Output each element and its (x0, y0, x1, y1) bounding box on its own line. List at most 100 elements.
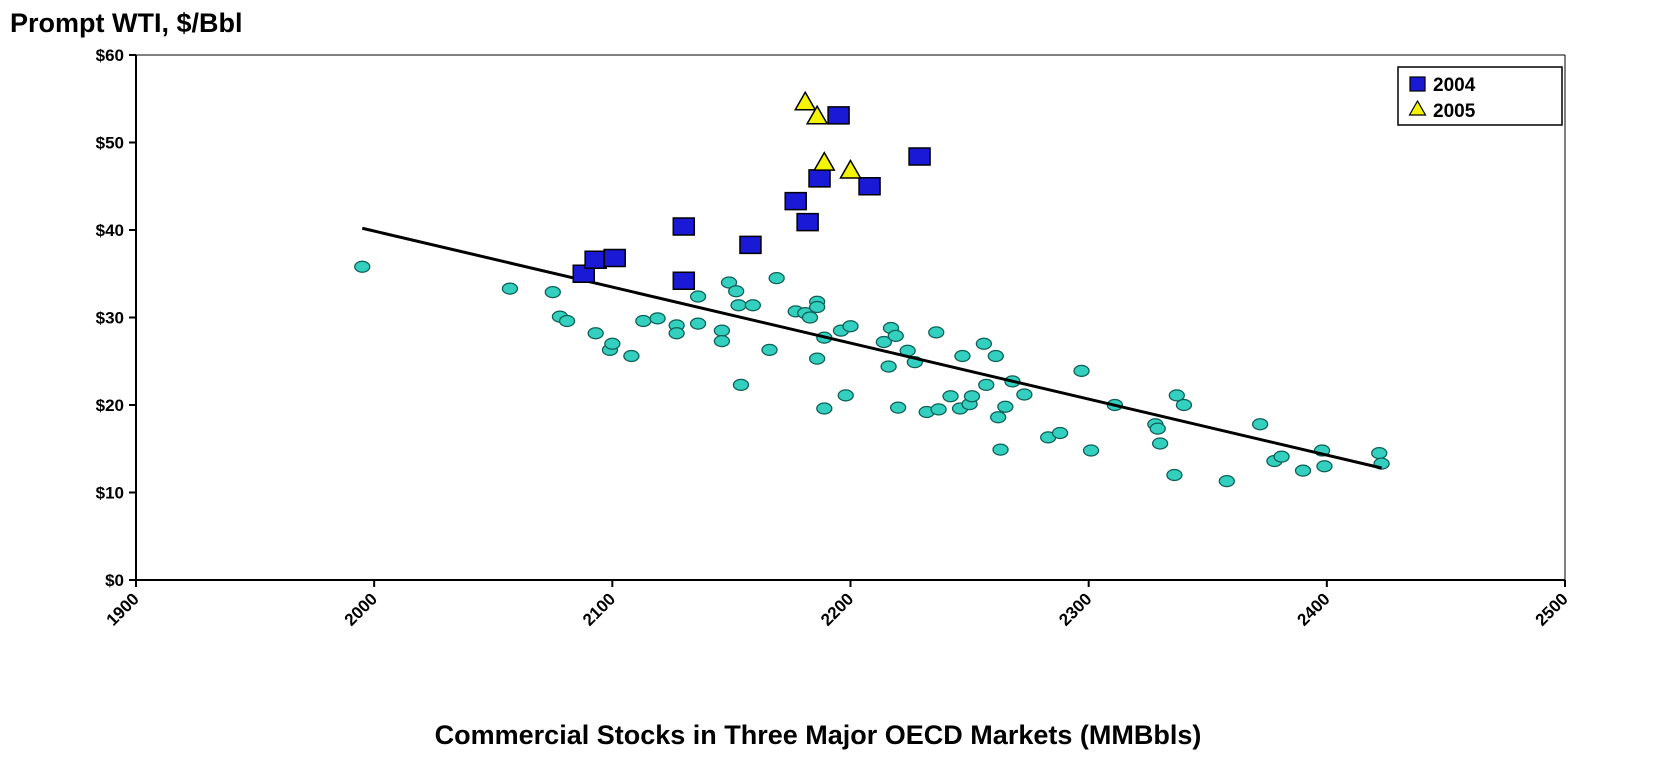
historical-point (689, 317, 707, 330)
historical-point (720, 276, 738, 289)
x-tick-label: 2300 (1055, 589, 1095, 629)
historical-point (975, 337, 993, 350)
historical-point (354, 260, 371, 273)
y-axis-title: Prompt WTI, $/Bbl (10, 8, 243, 38)
y-tick-label: $0 (105, 571, 124, 590)
point-2004 (784, 191, 807, 211)
historical-point (668, 327, 685, 340)
historical-point (837, 389, 854, 402)
y-tick-label: $40 (96, 221, 124, 240)
historical-point (1073, 364, 1090, 378)
historical-point (1166, 468, 1183, 482)
y-tick-label: $30 (96, 309, 124, 328)
historical-point (875, 335, 892, 349)
historical-point (816, 402, 833, 415)
point-2004 (908, 147, 931, 166)
point-2004 (672, 217, 696, 236)
historical-point (1168, 389, 1185, 402)
x-tick-label: 2400 (1293, 589, 1333, 629)
x-tick-label: 2000 (341, 589, 381, 629)
x-axis: 1900 2000 2100 2200 2300 2400 2500 (103, 580, 1572, 630)
y-axis: $0 $10 $20 $30 $40 $50 $60 (96, 46, 136, 590)
point-2005 (805, 104, 829, 125)
data-points (354, 90, 1390, 488)
x-tick-label: 2200 (817, 589, 857, 629)
historical-point (501, 282, 519, 295)
historical-point (558, 314, 576, 328)
historical-point (1273, 450, 1290, 463)
historical-point (604, 337, 621, 350)
historical-point (768, 271, 785, 285)
historical-point (1016, 388, 1033, 401)
historical-point (713, 334, 731, 348)
x-tick-label: 2500 (1532, 589, 1572, 629)
y-tick-label: $60 (96, 46, 124, 65)
historical-point (1371, 446, 1388, 460)
historical-point (761, 343, 778, 357)
historical-point (1294, 464, 1312, 477)
historical-point (997, 400, 1014, 413)
historical-point (987, 349, 1004, 363)
y-tick-label: $10 (96, 484, 124, 503)
historical-point (623, 349, 640, 363)
y-tick-label: $50 (96, 134, 124, 153)
historical-point (942, 390, 959, 403)
historical-point (928, 326, 945, 339)
point-2004 (858, 177, 881, 196)
legend-label-2005: 2005 (1433, 101, 1476, 122)
x-axis-title: Commercial Stocks in Three Major OECD Ma… (435, 720, 1202, 750)
point-2004 (739, 235, 762, 255)
historical-point (689, 290, 707, 303)
plot-area (135, 54, 1566, 581)
historical-point (880, 360, 897, 373)
historical-point (1082, 444, 1100, 457)
point-2004 (808, 169, 831, 188)
historical-point (713, 324, 731, 337)
point-2004 (827, 106, 850, 125)
legend-marker-2005 (1408, 99, 1427, 116)
historical-point (1051, 426, 1069, 440)
historical-point (587, 327, 604, 340)
historical-point (801, 311, 819, 324)
historical-point (744, 299, 762, 312)
point-2004 (603, 248, 626, 268)
historical-point (1175, 398, 1193, 412)
historical-point (992, 443, 1009, 456)
point-2004 (796, 212, 819, 232)
historical-point (730, 299, 747, 312)
historical-point (635, 314, 652, 328)
historical-point (809, 352, 826, 365)
x-tick-label: 1900 (103, 589, 143, 629)
historical-point (954, 349, 971, 363)
point-2005 (793, 90, 817, 111)
legend-marker-2004 (1409, 76, 1426, 92)
historical-point (930, 403, 947, 416)
historical-point (963, 390, 981, 403)
historical-point (887, 329, 904, 343)
historical-point (1251, 418, 1269, 431)
historical-point (732, 378, 750, 392)
trend-line (361, 226, 1382, 470)
historical-point (1218, 474, 1235, 488)
historical-point (544, 285, 561, 299)
point-2004 (672, 271, 696, 290)
point-2004 (584, 250, 607, 269)
point-2005 (839, 158, 862, 179)
historical-point (990, 411, 1007, 424)
x-tick-label: 2100 (579, 589, 619, 629)
historical-point (1149, 422, 1166, 435)
legend-box (1397, 66, 1563, 126)
point-2005 (813, 151, 836, 171)
point-2004 (572, 264, 596, 283)
legend: 2004 2005 (1397, 66, 1563, 126)
historical-point (649, 312, 666, 325)
y-tick-label: $20 (96, 396, 124, 415)
historical-point (728, 285, 745, 298)
historical-point (842, 320, 859, 333)
historical-point (889, 401, 907, 414)
legend-label-2004: 2004 (1433, 75, 1476, 96)
historical-point (809, 300, 826, 314)
historical-point (1151, 437, 1169, 450)
